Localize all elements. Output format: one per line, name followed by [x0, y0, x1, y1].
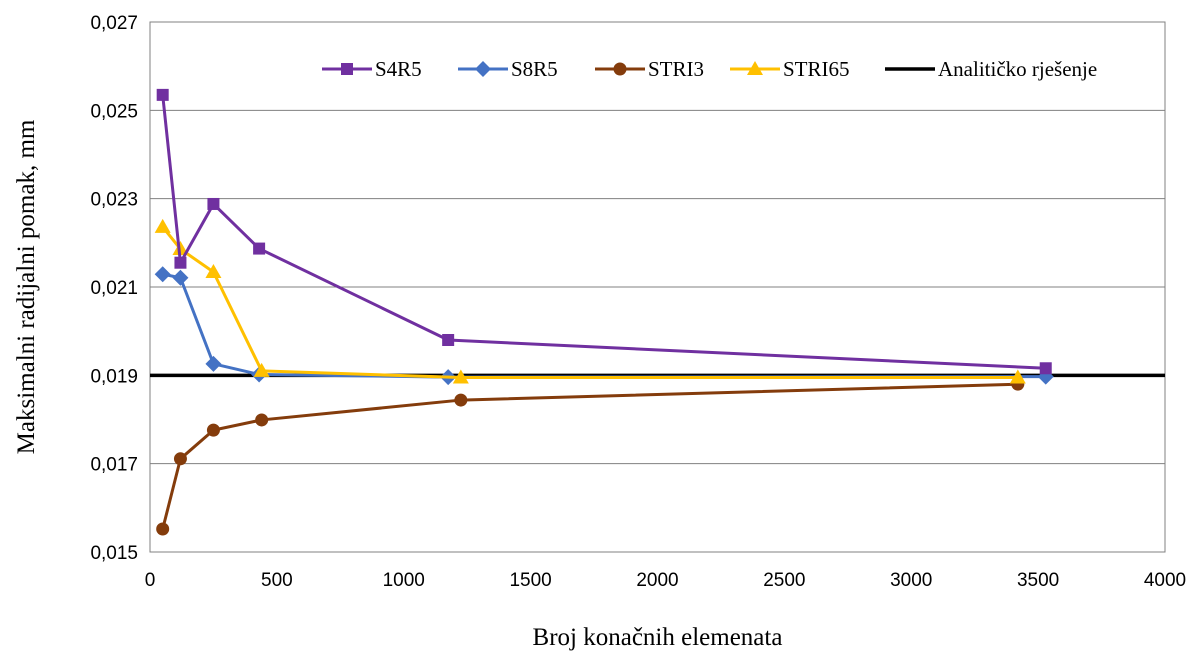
data-point: [172, 269, 189, 286]
y-axis-ticks: 0,015 0,017 0,019 0,021 0,023 0,025 0,027: [90, 13, 138, 564]
series-1: [154, 266, 1054, 386]
y-tick-label: 0,027: [90, 13, 138, 34]
data-point: [173, 452, 187, 466]
x-tick-label: 1000: [383, 570, 425, 591]
series-0: [156, 88, 1052, 375]
data-point: [442, 334, 455, 346]
series-2: [156, 377, 1025, 536]
legend-item: S4R5: [322, 57, 422, 81]
data-point: [205, 263, 222, 278]
x-axis-title: Broj konačnih elemenata: [533, 624, 783, 651]
data-point: [454, 393, 468, 407]
legend-item: STRI3: [595, 57, 704, 81]
x-tick-label: 0: [145, 570, 156, 591]
x-tick-label: 3000: [890, 570, 932, 591]
x-axis-ticks: 0 500 1000 1500 2000 2500 3000 3500 4000: [145, 570, 1186, 591]
data-point: [154, 218, 171, 233]
data-point: [1009, 369, 1026, 384]
y-tick-label: 0,021: [90, 278, 138, 299]
legend-label: S8R5: [511, 57, 558, 81]
data-point: [206, 423, 220, 437]
data-point: [205, 355, 222, 372]
plot-area: [149, 21, 1166, 553]
x-tick-label: 1500: [509, 570, 551, 591]
data-point: [452, 369, 469, 384]
data-point: [156, 88, 169, 101]
data-point: [207, 197, 220, 210]
y-tick-label: 0,025: [90, 101, 138, 122]
x-tick-label: 2000: [636, 570, 678, 591]
data-point: [341, 63, 353, 75]
series-line: [161, 225, 1018, 380]
x-tick-label: 2500: [763, 570, 805, 591]
series-group: [150, 88, 1165, 536]
grid-lines: [150, 21, 1165, 553]
legend-label: STRI65: [783, 57, 850, 81]
legend-label: S4R5: [375, 57, 422, 81]
y-axis-title: Maksimalni radijalni pomak, mm: [13, 119, 40, 454]
legend-item: STRI65: [730, 57, 850, 81]
data-point: [253, 242, 266, 255]
data-point: [255, 413, 269, 427]
x-tick-label: 500: [261, 570, 293, 591]
x-tick-label: 4000: [1144, 570, 1186, 591]
legend-label: STRI3: [648, 57, 704, 81]
legend: S4R5 S8R5 STRI3 STRI65 Analitičko rješenje: [322, 57, 1097, 81]
data-point: [747, 61, 763, 75]
y-tick-label: 0,019: [90, 366, 138, 387]
data-point: [174, 256, 187, 269]
x-tick-label: 3500: [1017, 570, 1059, 591]
legend-item: Analitičko rješenje: [885, 57, 1097, 81]
data-point: [253, 362, 270, 377]
data-point: [475, 61, 491, 77]
legend-label: Analitičko rješenje: [938, 57, 1097, 81]
series-3: [154, 218, 1026, 384]
legend-item: S8R5: [458, 57, 558, 81]
series-line: [161, 382, 1018, 530]
data-point: [613, 62, 627, 76]
y-tick-label: 0,023: [90, 190, 138, 211]
data-point: [172, 241, 189, 256]
series-line: [161, 94, 1046, 370]
data-point: [154, 266, 171, 283]
data-point: [156, 522, 170, 536]
y-tick-label: 0,015: [90, 543, 138, 564]
y-tick-label: 0,017: [90, 455, 138, 476]
data-point: [1039, 362, 1052, 375]
